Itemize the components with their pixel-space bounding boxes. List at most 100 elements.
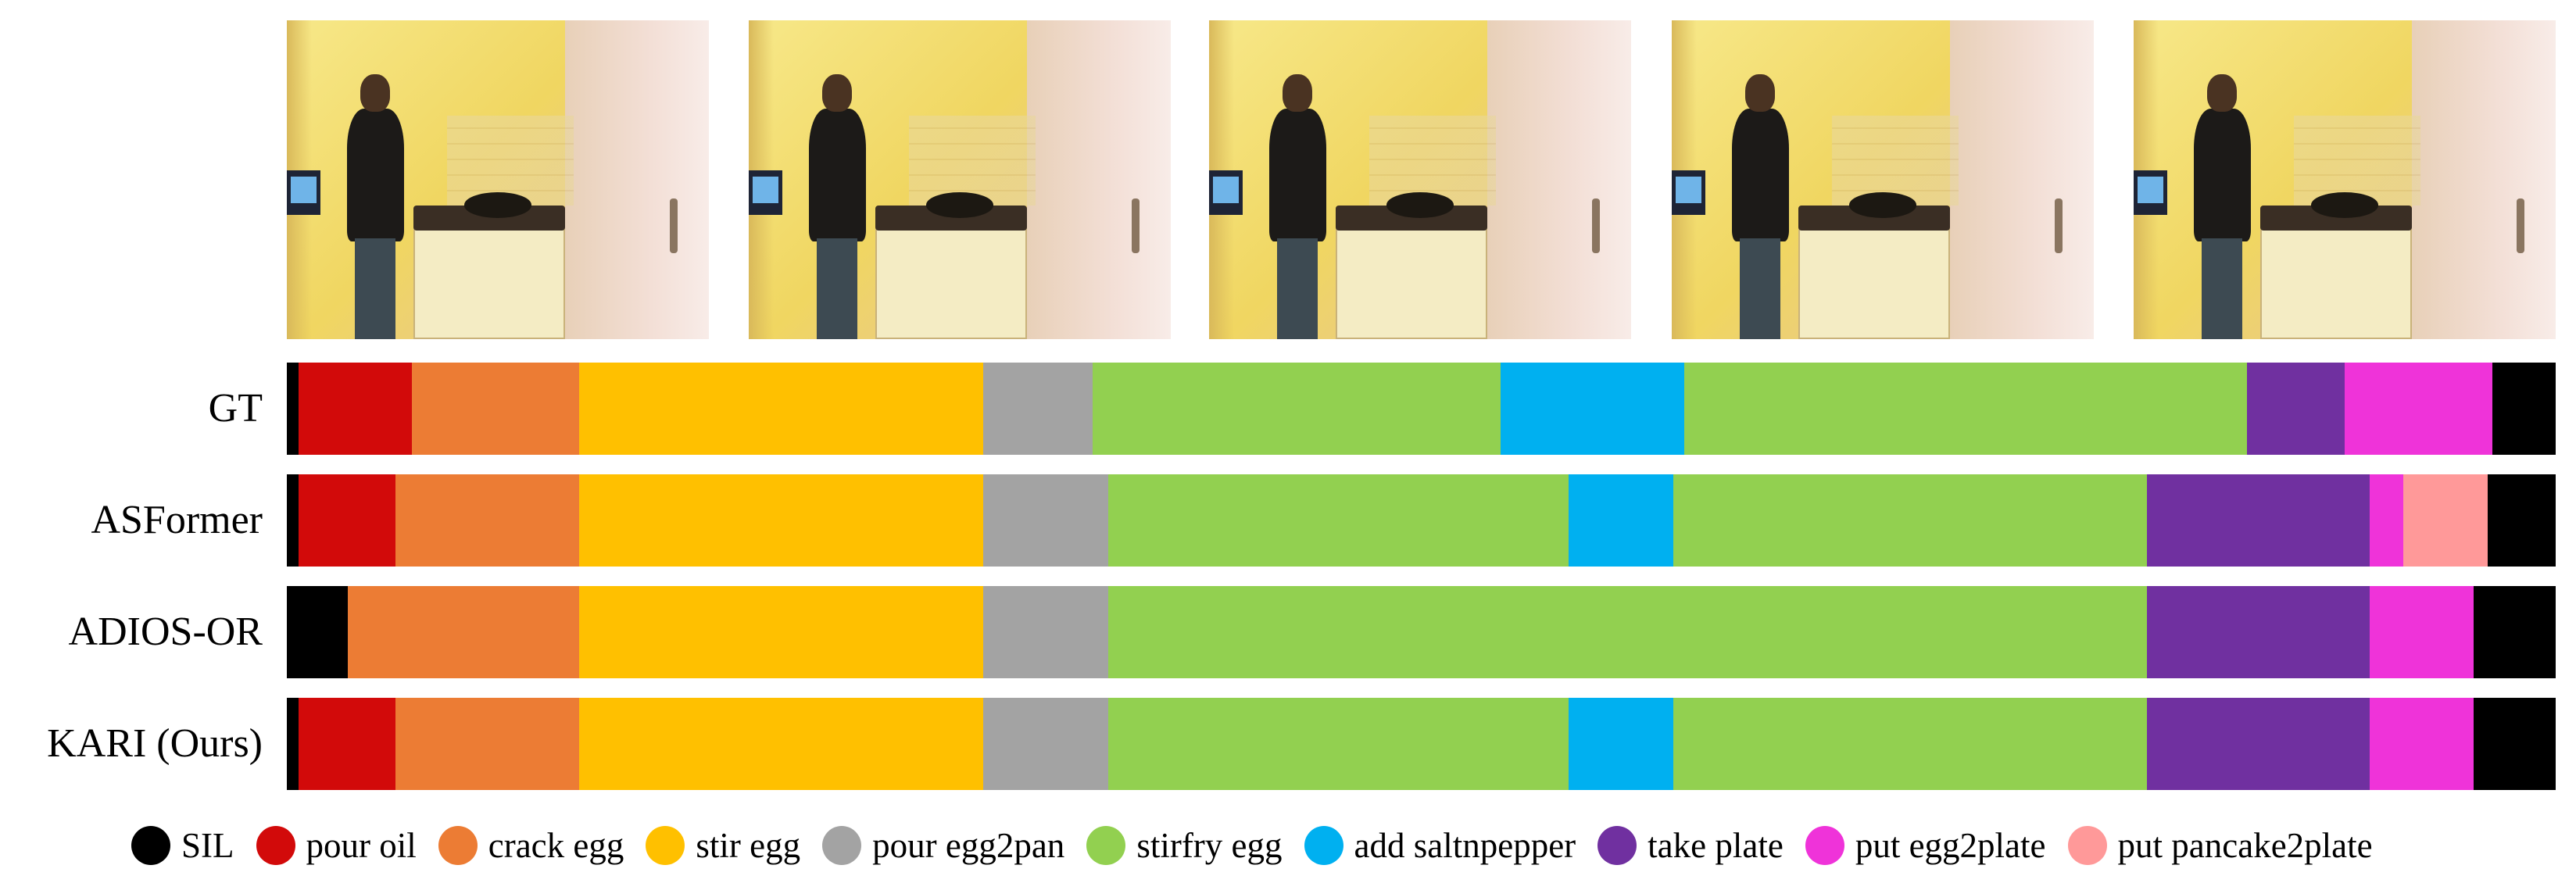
segment-SIL [287, 363, 299, 455]
segment-stirfry-egg [1673, 698, 2148, 790]
segment-add-saltnpepper [1501, 363, 1685, 455]
legend-label: stir egg [696, 825, 801, 865]
row-label: GT [208, 386, 263, 431]
segment-SIL [287, 474, 299, 567]
legend-label: crack egg [488, 825, 624, 865]
segment-pour-oil [298, 698, 396, 790]
monitor-in-frame [1209, 170, 1243, 215]
legend-item-stir-egg: stir egg [646, 826, 800, 865]
legend-item-pour-egg2pan: pour egg2pan [822, 826, 1064, 865]
person-cooking [803, 74, 871, 339]
legend-label: stirfry egg [1136, 825, 1283, 865]
segment-stir-egg [579, 586, 984, 678]
frying-pan [1848, 192, 1917, 218]
segment-SIL [287, 586, 349, 678]
segment-pour-egg2pan [983, 586, 1108, 678]
person-cooking [1264, 74, 1331, 339]
segment-add-saltnpepper [1569, 698, 1673, 790]
legend-item-SIL: SIL [131, 826, 234, 865]
segmentation-bar [287, 698, 2556, 790]
legend-label: put pancake2plate [2117, 825, 2373, 865]
segmentation-bar [287, 363, 2556, 455]
segment-stirfry-egg [1107, 586, 2148, 678]
legend-item-take-plate: take plate [1597, 826, 1784, 865]
segment-put-egg2plate [2345, 363, 2492, 455]
legend-item-pour-oil: pour oil [256, 826, 417, 865]
legend-label: take plate [1648, 825, 1784, 865]
segment-stir-egg [579, 698, 984, 790]
segment-pour-egg2pan [983, 363, 1093, 455]
segment-crack-egg [395, 474, 580, 567]
segment-put-pancake2plate [2403, 474, 2488, 567]
row-label: KARI (Ours) [47, 721, 263, 766]
segment-stirfry-egg [1673, 474, 2148, 567]
video-frame-2 [749, 20, 1171, 339]
segment-stir-egg [579, 474, 984, 567]
monitor-in-frame [1672, 170, 1706, 215]
segment-crack-egg [395, 698, 580, 790]
segment-pour-egg2pan [983, 474, 1108, 567]
legend-item-put-pancake2plate: put pancake2plate [2067, 825, 2373, 865]
legend-swatch-icon [822, 826, 862, 865]
legend-item-crack-egg: crack egg [438, 826, 624, 865]
legend-label: pour egg2pan [872, 825, 1065, 865]
segment-take-plate [2147, 586, 2370, 678]
video-frame-5 [2134, 20, 2556, 339]
segment-stir-egg [579, 363, 984, 455]
segment-put-egg2plate [2369, 474, 2404, 567]
legend-swatch-icon [438, 826, 478, 865]
legend-label: pour oil [306, 825, 417, 865]
legend-swatch-icon [2067, 826, 2107, 865]
segment-pour-oil [298, 363, 412, 455]
segment-take-plate [2147, 474, 2370, 567]
segment-crack-egg [348, 586, 580, 678]
segment-SIL [2474, 586, 2556, 678]
legend-swatch-icon [131, 826, 170, 865]
segment-SIL [2474, 698, 2556, 790]
segment-stirfry-egg [1092, 363, 1501, 455]
class-legend: SIL pour oil crack egg stir egg pour egg2pan… [131, 822, 2395, 869]
segmentation-bar [287, 586, 2556, 678]
frying-pan [1386, 192, 1454, 218]
video-frame-3 [1209, 20, 1631, 339]
segment-add-saltnpepper [1569, 474, 1673, 567]
monitor-in-frame [2134, 170, 2168, 215]
row-label: ADIOS-OR [68, 610, 263, 654]
legend-item-put-egg2plate: put egg2plate [1805, 826, 2046, 865]
legend-label: put egg2plate [1855, 825, 2046, 865]
row-label: ASFormer [91, 498, 263, 542]
segment-SIL [2492, 363, 2556, 455]
legend-label: SIL [181, 825, 234, 865]
segment-take-plate [2147, 698, 2370, 790]
legend-swatch-icon [1086, 826, 1126, 865]
legend-swatch-icon [646, 826, 685, 865]
person-cooking [342, 74, 409, 339]
segmentation-bar [287, 474, 2556, 567]
segment-pour-oil [298, 474, 396, 567]
person-cooking [2188, 74, 2256, 339]
monitor-in-frame [287, 170, 321, 215]
legend-item-add-saltnpepper: add saltnpepper [1304, 826, 1576, 865]
legend-swatch-icon [1805, 826, 1844, 865]
segment-take-plate [2247, 363, 2345, 455]
legend-item-stirfry-egg: stirfry egg [1086, 825, 1283, 865]
segment-crack-egg [411, 363, 580, 455]
monitor-in-frame [749, 170, 783, 215]
legend-swatch-icon [256, 826, 295, 865]
legend-swatch-icon [1597, 826, 1637, 865]
video-frame-1 [287, 20, 709, 339]
segment-stirfry-egg [1684, 363, 2248, 455]
segment-SIL [2487, 474, 2556, 567]
person-cooking [1726, 74, 1794, 339]
segment-stirfry-egg [1107, 698, 1569, 790]
segment-pour-egg2pan [983, 698, 1108, 790]
frying-pan [2310, 192, 2379, 218]
legend-swatch-icon [1304, 826, 1343, 865]
segment-stirfry-egg [1107, 474, 1569, 567]
video-frame-4 [1672, 20, 2094, 339]
segment-put-egg2plate [2369, 586, 2474, 678]
segment-put-egg2plate [2369, 698, 2474, 790]
legend-label: add saltnpepper [1354, 825, 1576, 865]
frying-pan [463, 192, 532, 218]
